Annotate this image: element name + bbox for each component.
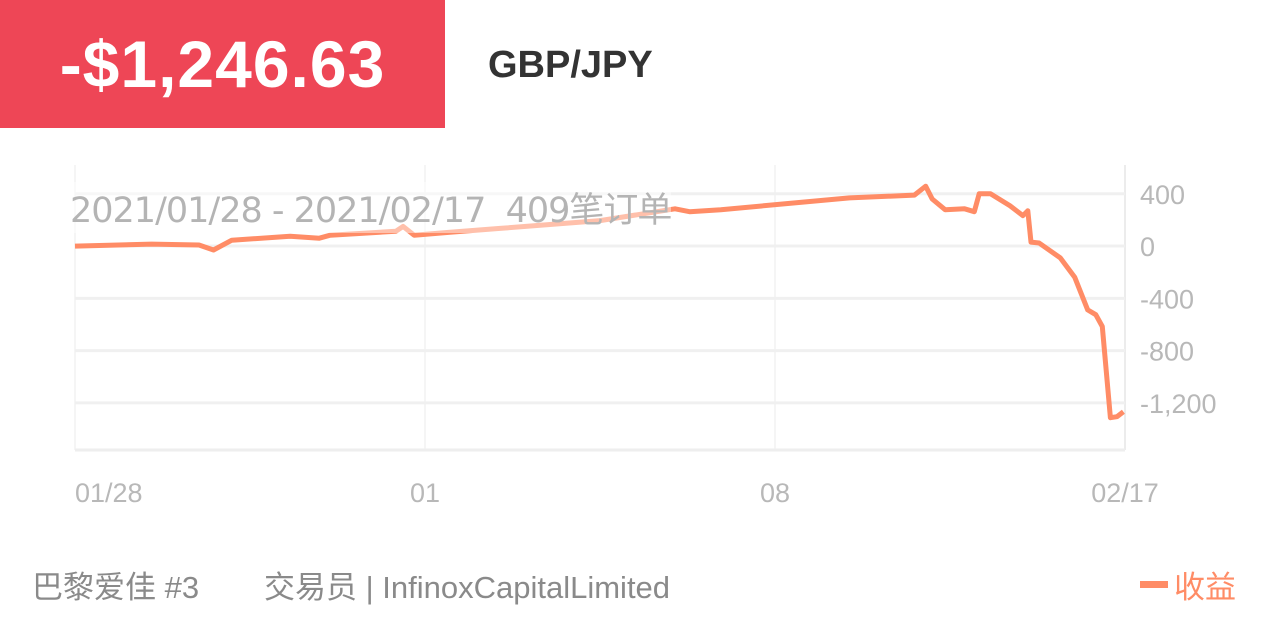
y-tick-label: 0	[1140, 232, 1155, 262]
y-tick-label: -400	[1140, 284, 1194, 314]
legend-swatch	[1140, 581, 1168, 588]
trader-info: 交易员 | InfinoxCapitalLimited	[264, 570, 671, 605]
y-tick-label: -800	[1140, 337, 1194, 367]
pnl-badge: -$1,246.63	[0, 0, 445, 128]
date-range-orders: 2021/01/28 - 2021/02/17 409笔订单	[70, 182, 672, 233]
y-tick-label: -1,200	[1140, 389, 1217, 419]
y-tick-label: 400	[1140, 180, 1185, 210]
symbol-title: GBP/JPY	[488, 44, 653, 86]
legend-label: 收益	[1174, 570, 1236, 605]
account-name: 巴黎爱佳 #3	[32, 570, 200, 605]
series-line	[74, 183, 1125, 421]
legend-item[interactable]: 收益	[1140, 562, 1236, 607]
x-tick-label: 01/28	[75, 478, 143, 508]
x-tick-label: 01	[410, 478, 440, 508]
x-tick-label: 02/17	[1091, 478, 1159, 508]
x-tick-label: 08	[760, 478, 790, 508]
